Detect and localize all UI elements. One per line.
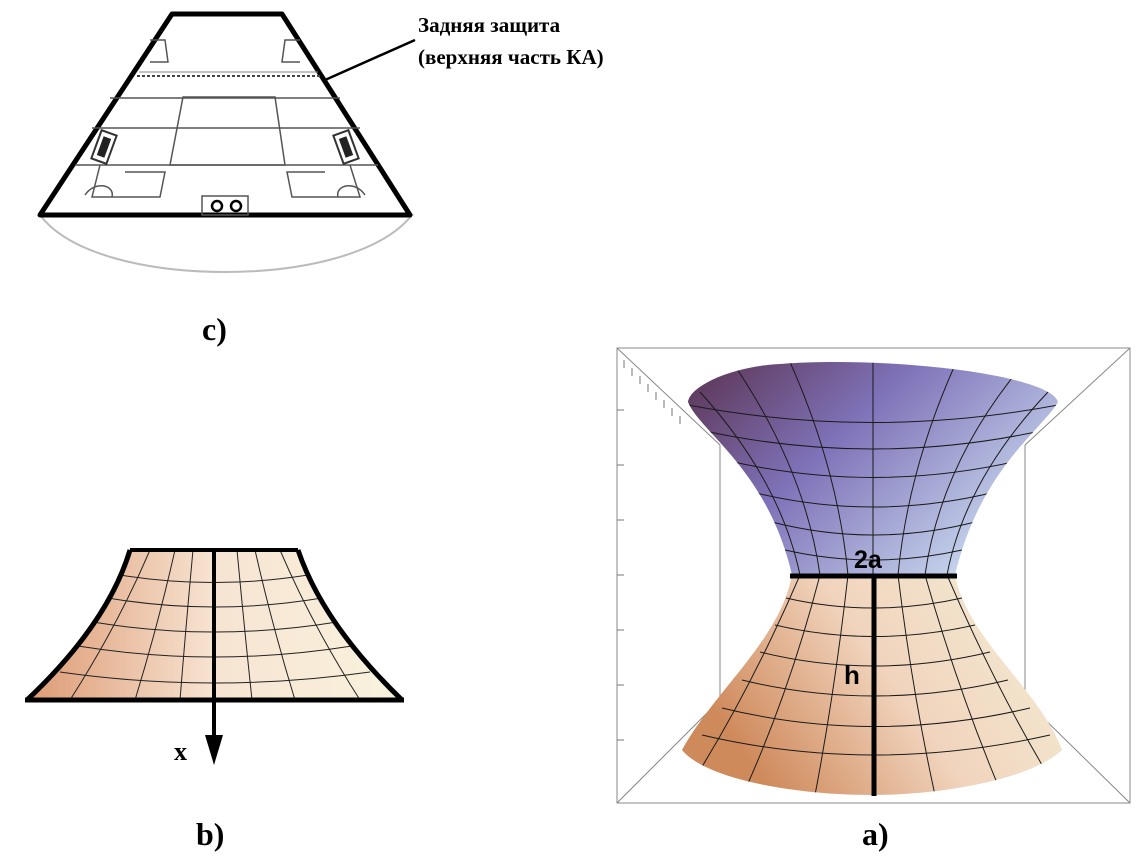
rear-shield-annotation-line2: (верхняя часть КА) [418, 45, 604, 69]
panel-a-caption: a) [862, 816, 889, 852]
panel-c-caption: c) [202, 311, 227, 347]
rear-shield-annotation-line1: Задняя защита [418, 13, 561, 37]
annotation-leader-line [324, 38, 416, 82]
bounding-box-ticks [617, 360, 681, 741]
width-2a-label: 2a [854, 546, 883, 574]
capsule-heat-shield [37, 214, 415, 274]
x-axis-arrow [205, 550, 223, 765]
capsule-drawing [37, 11, 416, 274]
height-h-label: h [844, 660, 860, 690]
hyperboloid-dimension-lines [790, 573, 957, 796]
panel-b-caption: b) [196, 816, 224, 852]
x-axis-label: x [174, 737, 187, 766]
